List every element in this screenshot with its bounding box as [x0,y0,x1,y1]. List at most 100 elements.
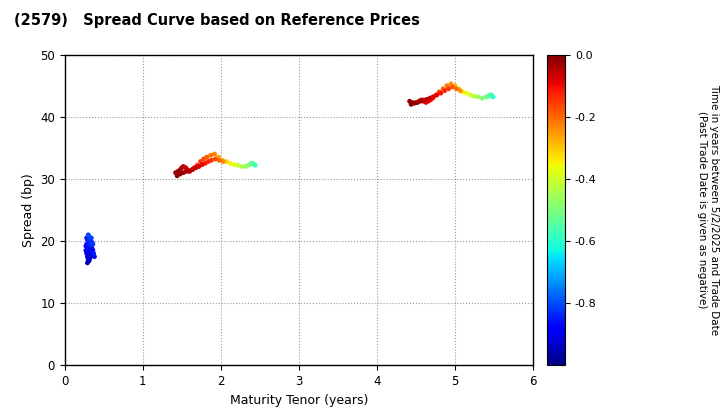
Point [82,247,94,254]
Point [413,98,425,105]
Point [464,92,476,98]
Point [420,99,432,106]
Point [425,97,436,103]
Point [81,253,93,260]
Point [80,243,91,249]
Point [81,235,92,242]
Point [85,253,96,260]
Point [408,100,420,106]
Point [439,87,451,94]
Point [85,247,96,254]
Point [86,250,97,257]
Point [86,245,98,252]
Point [412,99,423,106]
Text: (2579)   Spread Curve based on Reference Prices: (2579) Spread Curve based on Reference P… [14,13,420,28]
Point [82,239,94,246]
Point [446,84,458,90]
Point [423,98,434,105]
Point [454,87,466,94]
Point [189,164,200,171]
Point [81,250,92,257]
Point [247,160,258,167]
Point [486,92,498,98]
Point [449,82,461,89]
Point [84,249,95,256]
Point [415,97,427,103]
Point [453,85,464,92]
Point [240,163,251,170]
Point [209,151,220,158]
Point [427,94,438,100]
Point [431,92,443,98]
Point [243,162,254,168]
Point [408,100,420,106]
Point [81,241,92,247]
Point [87,247,99,254]
Point [80,247,91,254]
Y-axis label: Time in years between 5/2/2025 and Trade Date
(Past Trade Date is given as negat: Time in years between 5/2/2025 and Trade… [697,84,719,336]
Point [81,260,93,266]
Point [87,241,99,247]
Point [405,101,417,108]
Point [206,157,217,164]
Point [199,160,211,167]
Point [88,250,99,257]
Point [86,235,97,242]
Point [220,158,232,165]
Point [84,236,96,243]
Point [89,253,100,260]
Point [404,98,415,105]
Point [84,255,96,262]
Point [418,97,429,103]
Point [482,93,494,100]
Point [406,99,418,106]
Point [170,169,181,176]
Point [82,256,94,263]
Point [178,169,189,176]
Point [246,160,257,167]
Point [84,233,95,239]
Point [418,98,429,105]
Point [81,245,93,252]
Point [484,92,495,98]
Point [176,164,187,171]
Point [171,173,183,179]
Y-axis label: Spread (bp): Spread (bp) [22,173,35,247]
Point [433,89,445,95]
Point [84,256,95,263]
Point [82,255,94,262]
Point [193,163,204,170]
Point [205,152,217,159]
Point [435,90,446,97]
Point [480,94,492,100]
Point [201,154,212,160]
Point [181,168,192,175]
Point [84,241,95,247]
Point [477,95,488,102]
Point [487,93,498,100]
Point [184,168,195,174]
Point [443,85,454,92]
Point [249,162,261,168]
Point [192,162,203,168]
Point [456,89,468,95]
Point [84,244,96,251]
Point [84,257,95,264]
Point [487,94,499,100]
Point [445,81,456,87]
Point [172,168,184,175]
Point [244,161,256,168]
Point [461,90,472,97]
Point [197,161,208,168]
Point [181,166,193,173]
Point [421,96,433,103]
Point [225,160,236,167]
Point [184,168,195,175]
Point [236,163,248,170]
Point [212,154,224,160]
Point [82,231,94,238]
Point [194,158,206,165]
Point [217,158,229,165]
Point [431,92,442,98]
Point [472,94,484,100]
